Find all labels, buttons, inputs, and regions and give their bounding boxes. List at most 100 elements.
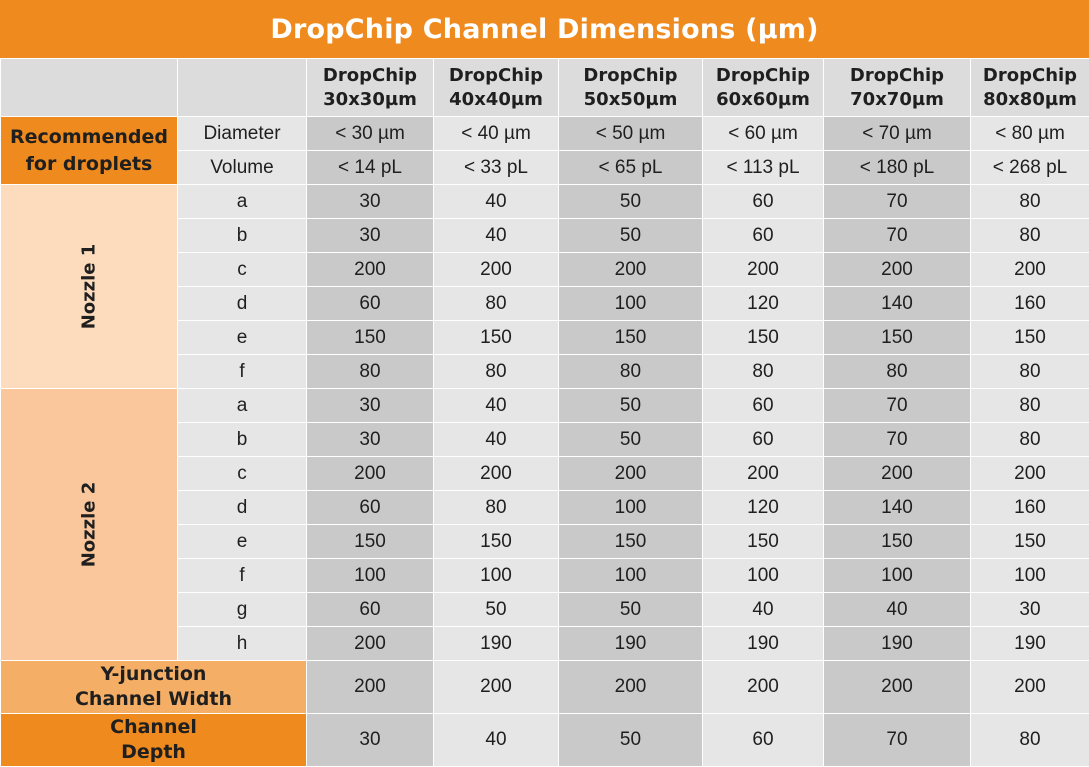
table-cell: < 113 pL — [703, 151, 824, 185]
table-cell: 50 — [559, 219, 703, 253]
column-header-line1: DropChip — [307, 64, 433, 88]
column-header-line2: 40x40µm — [434, 88, 558, 112]
table-cell: 80 — [703, 355, 824, 389]
table-cell: 30 — [971, 593, 1089, 627]
table-cell: 80 — [971, 714, 1089, 767]
header-corner-blank — [1, 59, 178, 117]
param-label: b — [178, 423, 307, 457]
table-cell: < 180 pL — [824, 151, 971, 185]
param-label: b — [178, 219, 307, 253]
table-cell: 100 — [703, 559, 824, 593]
table-cell: 40 — [434, 185, 559, 219]
table-cell: 70 — [824, 714, 971, 767]
table-cell: 80 — [434, 491, 559, 525]
table-cell: 140 — [824, 491, 971, 525]
table-title: DropChip Channel Dimensions (µm) — [0, 0, 1089, 58]
table-cell: 70 — [824, 185, 971, 219]
table-cell: 40 — [434, 423, 559, 457]
table-cell: 60 — [307, 287, 434, 321]
table-cell: 30 — [307, 219, 434, 253]
column-header-line1: DropChip — [559, 64, 702, 88]
table-cell: < 30 µm — [307, 117, 434, 151]
column-header-line2: 60x60µm — [703, 88, 823, 112]
nozzle2-label-text: Nozzle 2 — [79, 481, 100, 567]
table-cell: 60 — [703, 185, 824, 219]
param-label: f — [178, 355, 307, 389]
table-cell: 200 — [559, 457, 703, 491]
table-cell: 60 — [703, 389, 824, 423]
y-junction-label-line2: Channel Width — [1, 687, 306, 712]
table-cell: 30 — [307, 389, 434, 423]
table-cell: 150 — [971, 321, 1089, 355]
table-cell: 200 — [971, 661, 1089, 714]
table-cell: 50 — [559, 423, 703, 457]
table-cell: 200 — [824, 253, 971, 287]
table-cell: 40 — [434, 389, 559, 423]
table-cell: < 80 µm — [971, 117, 1089, 151]
column-header-line1: DropChip — [703, 64, 823, 88]
table-cell: 200 — [824, 661, 971, 714]
param-label: d — [178, 287, 307, 321]
table-cell: 120 — [703, 491, 824, 525]
table-cell: 150 — [824, 525, 971, 559]
table-cell: 150 — [307, 321, 434, 355]
param-label: f — [178, 559, 307, 593]
table-cell: 190 — [971, 627, 1089, 661]
table-cell: 160 — [971, 287, 1089, 321]
table-cell: 80 — [971, 423, 1089, 457]
table-cell: 100 — [559, 287, 703, 321]
table-cell: 200 — [824, 457, 971, 491]
table-cell: 40 — [703, 593, 824, 627]
column-header-line1: DropChip — [971, 64, 1089, 88]
table-cell: 100 — [824, 559, 971, 593]
recommended-label-line1: Recommended — [1, 124, 177, 151]
table-cell: 100 — [559, 491, 703, 525]
param-label: h — [178, 627, 307, 661]
table-cell: 60 — [703, 219, 824, 253]
column-header-line2: 70x70µm — [824, 88, 970, 112]
table-cell: 30 — [307, 185, 434, 219]
column-header-line2: 50x50µm — [559, 88, 702, 112]
param-label: Diameter — [178, 117, 307, 151]
param-label: e — [178, 525, 307, 559]
table-cell: < 65 pL — [559, 151, 703, 185]
table-cell: 200 — [971, 253, 1089, 287]
recommended-label-line2: for droplets — [1, 151, 177, 178]
table-cell: 200 — [703, 457, 824, 491]
table-cell: 80 — [971, 355, 1089, 389]
param-label: c — [178, 457, 307, 491]
table-cell: 150 — [307, 525, 434, 559]
table-cell: 80 — [971, 185, 1089, 219]
table-cell: 200 — [434, 253, 559, 287]
table-cell: 150 — [703, 525, 824, 559]
table-cell: 30 — [307, 423, 434, 457]
param-label: e — [178, 321, 307, 355]
param-label: c — [178, 253, 307, 287]
param-label: g — [178, 593, 307, 627]
table-cell: 190 — [434, 627, 559, 661]
nozzle2-group-label: Nozzle 2 — [1, 389, 178, 661]
table-cell: 150 — [559, 321, 703, 355]
column-header-line2: 80x80µm — [971, 88, 1089, 112]
table-cell: 200 — [307, 661, 434, 714]
table-cell: < 50 µm — [559, 117, 703, 151]
y-junction-label-line1: Y-junction — [1, 662, 306, 687]
table-cell: 150 — [559, 525, 703, 559]
table-cell: 80 — [434, 355, 559, 389]
table-cell: < 33 pL — [434, 151, 559, 185]
column-header-line2: 30x30µm — [307, 88, 433, 112]
table-cell: 200 — [703, 253, 824, 287]
param-label: a — [178, 185, 307, 219]
table-cell: 100 — [434, 559, 559, 593]
table-cell: 40 — [434, 714, 559, 767]
table-cell: 200 — [434, 457, 559, 491]
